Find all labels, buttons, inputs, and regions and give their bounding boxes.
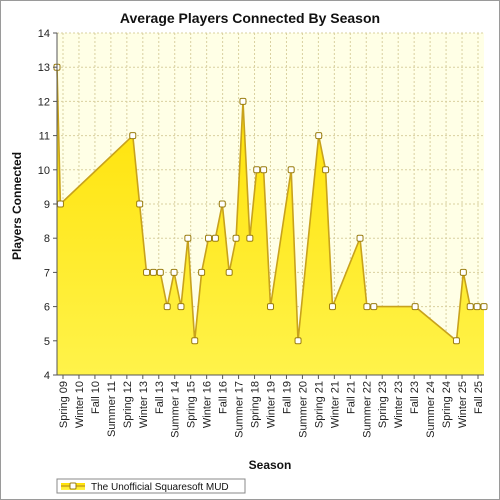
data-point-33 xyxy=(459,268,467,276)
y-tick-label-0: 4 xyxy=(44,370,50,382)
data-point-18 xyxy=(239,97,247,105)
y-tick-label-6: 10 xyxy=(38,165,50,177)
x-tick-label-5: Winter 13 xyxy=(138,381,150,428)
data-point-34 xyxy=(466,303,474,311)
data-point-9 xyxy=(177,303,185,311)
x-tick-label-13: Winter 19 xyxy=(266,381,278,428)
data-point-27 xyxy=(328,303,336,311)
x-tick-label-23: Summer 24 xyxy=(425,381,437,438)
y-tick-labels: 4 5 6 7 8 9 10 11 12 13 14 xyxy=(38,28,57,382)
series-area xyxy=(57,67,484,375)
legend-box xyxy=(56,478,246,494)
y-tick-label-7: 11 xyxy=(39,131,50,143)
data-point-31 xyxy=(411,303,419,311)
data-point-21 xyxy=(260,166,268,174)
y-axis-label: Players Connected xyxy=(10,152,24,260)
x-tick-label-21: Winter 23 xyxy=(393,381,405,428)
data-point-4 xyxy=(143,268,151,276)
y-tick-label-8: 12 xyxy=(38,96,50,108)
data-point-11 xyxy=(191,337,199,345)
x-tick-label-25: Winter 25 xyxy=(457,381,469,428)
data-point-35 xyxy=(473,303,481,311)
x-tick-label-10: Fall 16 xyxy=(218,381,230,414)
data-point-30 xyxy=(370,303,378,311)
y-tick-label-2: 6 xyxy=(44,302,50,314)
data-point-14 xyxy=(211,234,219,242)
data-point-26 xyxy=(322,166,330,174)
x-tick-label-7: Summer 14 xyxy=(170,381,182,438)
x-tick-label-18: Fall 21 xyxy=(345,381,357,414)
x-tick-label-3: Summer 11 xyxy=(106,381,118,437)
y-tick-label-4: 8 xyxy=(44,233,50,245)
legend-entry-label: The Unofficial Squaresoft MUD xyxy=(91,482,229,493)
x-axis-label: Season xyxy=(249,458,292,472)
data-point-15 xyxy=(218,200,226,208)
legend: The Unofficial Squaresoft MUD xyxy=(56,478,246,494)
x-tick-label-2: Fall 10 xyxy=(90,381,102,414)
x-tick-label-1: Winter 10 xyxy=(74,381,86,428)
chart-title: Average Players Connected By Season xyxy=(120,10,380,26)
x-tick-labels: Spring 09 Winter 10 Fall 10 Summer 11 Spring… xyxy=(58,375,485,438)
y-tick-label-5: 9 xyxy=(44,199,50,211)
series-markers xyxy=(53,63,488,345)
x-tick-label-9: Winter 16 xyxy=(202,381,214,428)
y-tick-label-9: 13 xyxy=(38,62,50,74)
data-point-12 xyxy=(198,268,206,276)
data-point-6 xyxy=(156,268,164,276)
data-point-16 xyxy=(225,268,233,276)
data-point-23 xyxy=(287,166,295,174)
x-tick-label-4: Spring 12 xyxy=(122,381,134,428)
data-point-20 xyxy=(253,166,261,174)
x-tick-label-0: Spring 09 xyxy=(58,381,70,428)
x-tick-label-17: Winter 21 xyxy=(329,381,341,428)
data-point-29 xyxy=(363,303,371,311)
legend-marker xyxy=(69,482,77,490)
x-tick-label-6: Fall 13 xyxy=(154,381,166,414)
x-tick-label-22: Fall 23 xyxy=(409,381,421,414)
data-point-22 xyxy=(267,303,274,311)
data-point-24 xyxy=(294,337,302,345)
data-point-17 xyxy=(232,234,240,242)
data-point-10 xyxy=(184,234,192,242)
x-tick-label-15: Summer 20 xyxy=(297,381,309,438)
x-tick-label-14: Fall 19 xyxy=(281,381,293,414)
x-tick-label-19: Summer 22 xyxy=(361,381,373,438)
data-point-5 xyxy=(149,268,157,276)
data-point-32 xyxy=(452,337,460,345)
data-point-1 xyxy=(56,200,64,208)
y-tick-label-1: 5 xyxy=(44,336,50,348)
data-point-19 xyxy=(246,234,254,242)
x-tick-label-8: Spring 15 xyxy=(186,381,198,428)
y-tick-label-3: 7 xyxy=(44,267,50,279)
data-point-7 xyxy=(163,303,171,311)
data-point-28 xyxy=(356,234,364,242)
x-tick-label-24: Spring 24 xyxy=(441,381,453,428)
y-tick-label-10: 14 xyxy=(38,28,50,40)
data-point-25 xyxy=(315,132,323,140)
x-tick-label-26: Fall 25 xyxy=(473,381,485,414)
x-tick-label-11: Summer 17 xyxy=(234,381,246,438)
data-point-2 xyxy=(129,132,137,140)
x-tick-label-16: Spring 21 xyxy=(313,381,325,428)
data-point-3 xyxy=(136,200,144,208)
data-point-36 xyxy=(480,303,488,311)
x-tick-label-20: Spring 23 xyxy=(377,381,389,428)
data-point-13 xyxy=(205,234,213,242)
data-point-8 xyxy=(170,268,178,276)
x-tick-label-12: Spring 18 xyxy=(250,381,262,428)
